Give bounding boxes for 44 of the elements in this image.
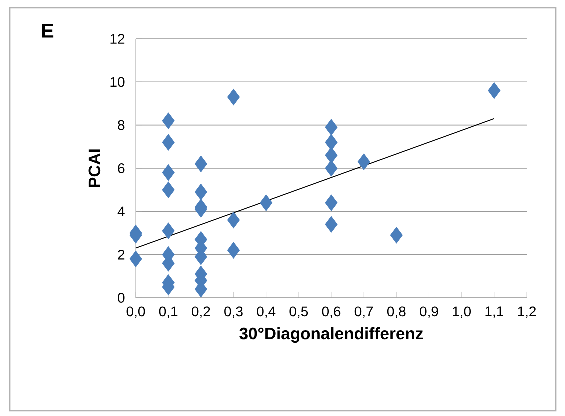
point [390, 227, 403, 244]
point [325, 119, 338, 136]
point [162, 164, 175, 182]
point [227, 212, 240, 229]
y-tick-label: 6 [118, 164, 125, 174]
x-tick-label: 0,7 [354, 306, 374, 318]
point [325, 160, 338, 177]
point [130, 250, 142, 268]
chart-title: E [42, 24, 54, 38]
x-tick-label: 0,3 [224, 306, 243, 318]
point [260, 194, 273, 212]
x-tick-label: 0,0 [126, 306, 146, 318]
y-tick-label: 2 [118, 250, 125, 260]
point [162, 222, 175, 240]
y-tick-label: 10 [110, 77, 125, 88]
x-tick-label: 0,2 [192, 306, 210, 318]
y-axis-title: PCAI [88, 150, 101, 188]
x-axis-title: 30°Diagonalendifferenz [240, 327, 424, 344]
x-tick-label: 1,1 [486, 306, 504, 318]
x-tick-label: 0,4 [257, 306, 276, 318]
point [325, 134, 338, 151]
y-tick-label: 12 [110, 34, 125, 44]
x-tick-label: 0,5 [290, 306, 308, 318]
point [194, 184, 208, 201]
point [162, 134, 175, 151]
y-tick-label: 4 [118, 206, 125, 216]
x-tick-label: 0,6 [322, 306, 341, 318]
x-tick-label: 0,1 [159, 306, 178, 318]
point [325, 147, 338, 164]
y-tick-label: 8 [118, 120, 125, 130]
x-tick-label: 1,0 [453, 306, 472, 318]
point [162, 182, 175, 198]
point [325, 216, 338, 233]
point [488, 82, 501, 100]
x-tick-label: 1,2 [518, 306, 536, 318]
point [227, 242, 240, 259]
point [358, 154, 370, 170]
point [194, 156, 208, 172]
y-tick-label: 0 [118, 293, 125, 303]
point [162, 112, 175, 130]
x-tick-label: 0,8 [387, 306, 406, 318]
x-tick-label: 0,9 [420, 306, 438, 318]
point [325, 194, 338, 212]
point [227, 88, 240, 106]
